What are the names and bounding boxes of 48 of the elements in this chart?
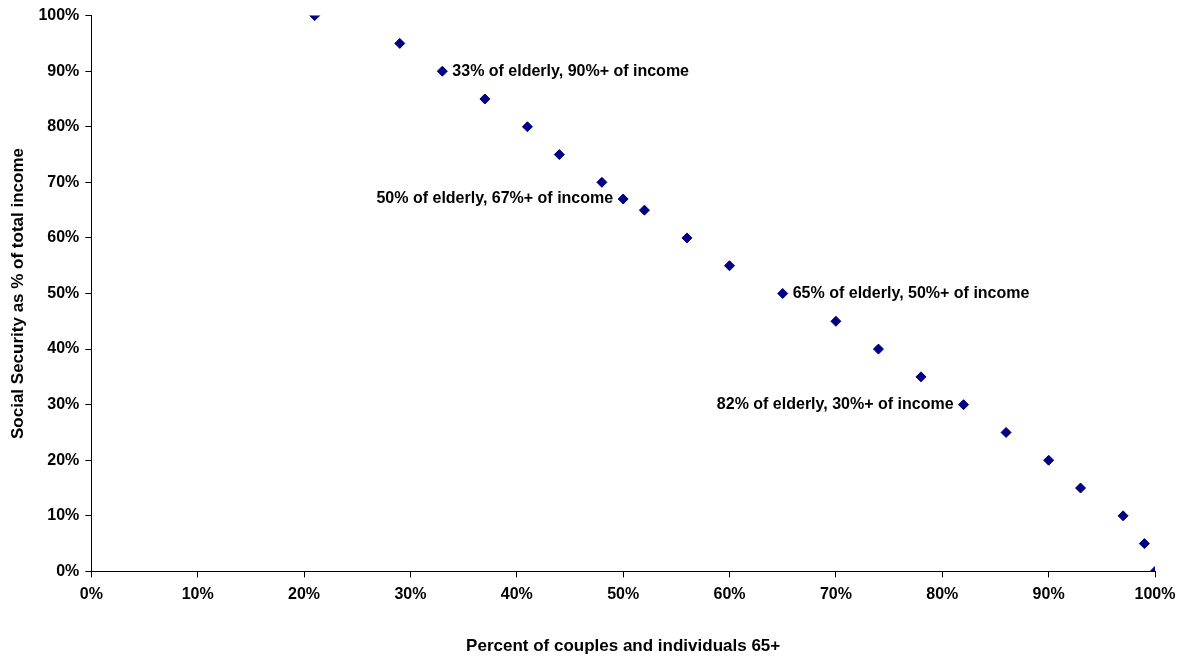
x-tick-label: 50% [607,585,640,603]
annotation: 82% of elderly, 30%+ of income [716,395,954,413]
annotation: 50% of elderly, 67%+ of income [376,189,614,207]
point [724,260,736,272]
point [1138,538,1150,550]
point [596,176,608,188]
x-tick-label: 40% [500,585,533,603]
y-tick-label: 60% [47,228,80,246]
y-tick-label: 10% [47,506,80,524]
x-tick-label: 100% [1134,585,1176,603]
x-tick-label: 20% [288,585,321,603]
x-tick-label: 60% [713,585,746,603]
y-tick-label: 80% [47,117,80,135]
y-tick-label: 30% [47,395,80,413]
point [777,288,789,299]
x-tick-label: 30% [394,585,427,603]
point [479,93,491,105]
point [1000,426,1012,438]
x-tick-label: 10% [181,585,214,603]
point [1117,510,1129,522]
y-tick-label: 90% [47,61,80,79]
x-tick-label: 90% [1032,585,1065,603]
x-tick-label: 70% [819,585,852,603]
y-axis-title: Social Security as % of total income [7,148,27,439]
point [436,65,448,77]
y-tick-label: 0% [56,561,80,579]
x-axis-title: Percent of couples and individuals 65+ [466,636,781,656]
y-tick-label: 100% [38,6,80,24]
point [915,371,927,383]
y-tick-label: 20% [47,450,80,468]
x-tick-label: 0% [79,585,103,603]
point [617,193,629,205]
point [681,232,693,244]
point [638,204,650,216]
annotation: 65% of elderly, 50%+ of income [792,283,1030,301]
annotation: 33% of elderly, 90%+ of income [452,61,690,79]
point [553,149,565,161]
y-tick-label: 70% [47,172,80,190]
point [521,121,533,133]
point [1043,454,1055,466]
x-tick-label: 80% [926,585,959,603]
point [1075,482,1087,494]
point [830,315,842,327]
point [394,37,406,49]
point [872,343,884,355]
y-tick-label: 40% [47,339,80,357]
y-tick-label: 50% [47,283,80,301]
point [958,399,970,411]
